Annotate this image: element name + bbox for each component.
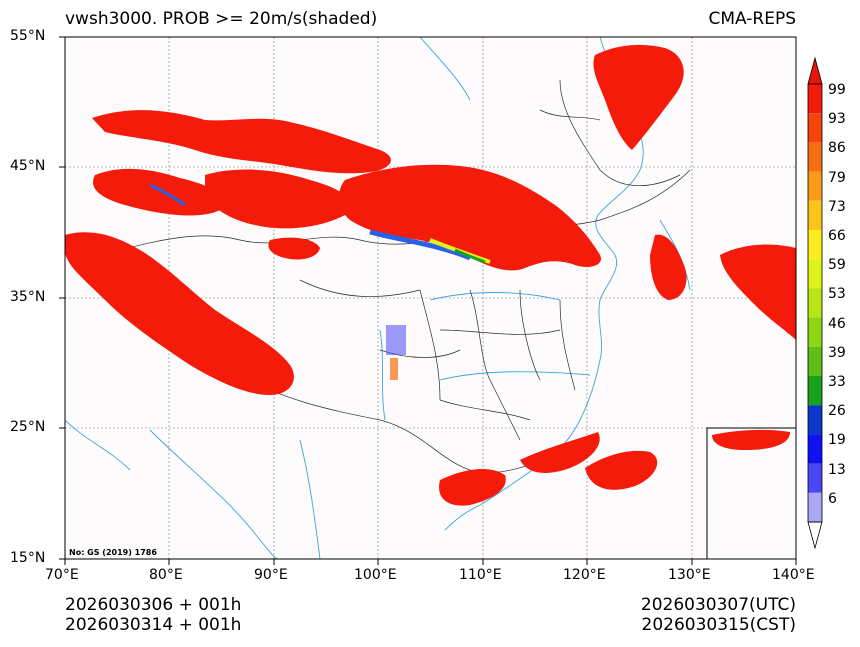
south-sea-inset [706,427,796,559]
colorbar-label: 19 [828,432,846,449]
colorbar-segment [808,230,822,260]
colorbar-label: 6 [828,490,837,507]
colorbar-bottom-arrow [807,521,823,550]
lon-label: 110°E [459,567,502,583]
lon-label: 130°E [668,567,711,583]
colorbar-label: 66 [828,228,846,244]
colorbar-segment [808,376,822,406]
colorbar-outline [807,83,823,523]
lon-label: 100°E [354,567,397,583]
colorbar-label: 39 [828,344,846,361]
init-times: 2026030306 + 001h 2026030314 + 001h [65,595,241,635]
colorbar-segment [808,317,822,347]
probability-fringes [149,183,491,380]
colorbar-label: 86 [828,140,846,157]
colorbar-label: 79 [828,169,846,186]
colorbar-segment [808,346,822,376]
colorbar-segment [808,259,822,289]
lon-label: 70°E [45,567,79,583]
colorbar-label: 33 [828,374,846,390]
axis-ticks [59,36,797,565]
colorbar-label: 46 [828,315,846,332]
model-name: CMA-REPS [708,9,796,29]
lat-label: 35°N [10,289,46,305]
valid-times: 2026030307(UTC) 2026030315(CST) [641,595,796,635]
lon-label: 90°E [254,567,288,583]
map-title: vwsh3000. PROB >= 20m/s(shaded) [65,9,378,29]
init-time-cst: 2026030314 + 001h [65,615,242,635]
lat-label: 25°N [10,419,46,435]
lat-label: 55°N [10,28,46,44]
colorbar-segment [808,142,822,172]
colorbar-segment [808,405,822,435]
colorbar-segment [808,171,822,201]
colorbar [807,56,823,550]
colorbar-label: 13 [828,461,846,478]
valid-time-utc: 2026030307(UTC) [640,595,796,615]
map-approval-note: No: GS (2019) 1786 [69,548,157,557]
colorbar-segment [808,434,822,464]
lat-label: 45°N [10,158,46,174]
colorbar-segment [808,288,822,318]
colorbar-label: 59 [828,257,846,274]
lon-label: 140°E [772,567,815,583]
colorbar-top-arrow [807,56,823,85]
colorbar-segment [808,492,822,522]
valid-time-cst: 2026030315(CST) [641,615,796,635]
init-time-utc: 2026030306 + 001h [65,595,242,615]
lat-label: 15°N [10,550,46,566]
colorbar-segment [808,113,822,143]
colorbar-label: 93 [828,111,846,128]
colorbar-segment [808,200,822,230]
colorbar-label: 26 [828,403,846,420]
colorbar-label: 53 [828,286,846,303]
colorbar-label: 99 [828,82,846,98]
colorbar-segment [808,84,822,114]
colorbar-segment [808,463,822,493]
colorbar-label: 73 [828,198,846,215]
lon-label: 120°E [563,567,606,583]
probability-shading [65,44,796,506]
lon-label: 80°E [149,567,183,583]
